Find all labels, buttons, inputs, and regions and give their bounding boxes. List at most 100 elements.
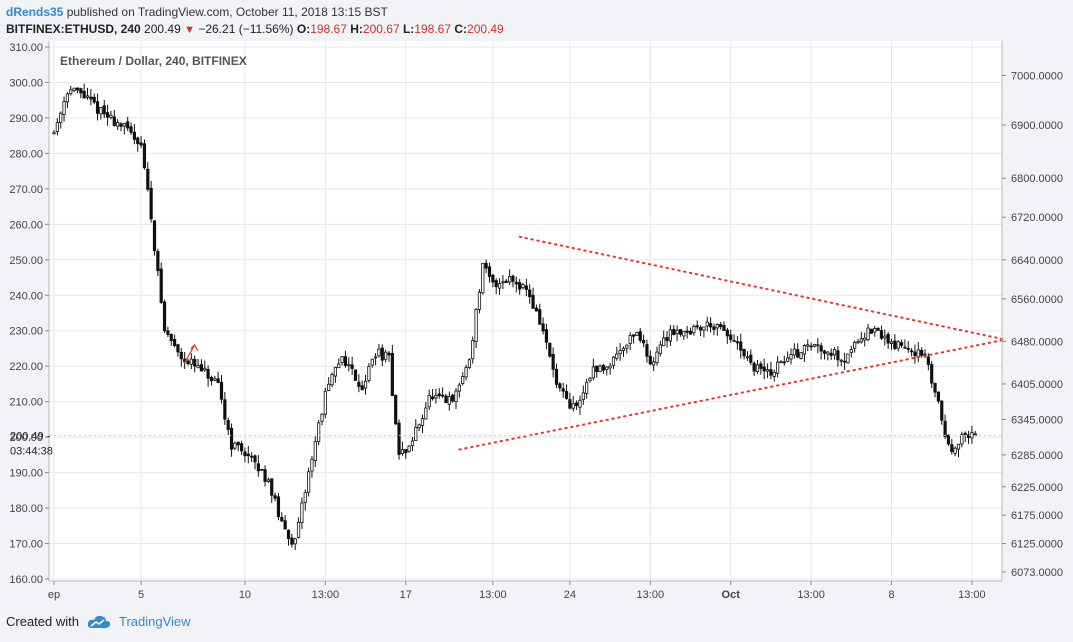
candle-body: [363, 380, 368, 389]
candle-body: [802, 344, 807, 355]
footer: Created with TradingView: [6, 614, 191, 629]
candle-body: [276, 496, 281, 518]
candle-body: [454, 390, 458, 402]
left-price-axis[interactable]: 310.00 300.00 290.00 280.00 270.00 260.00 250.…: [9, 42, 49, 586]
candle-body: [507, 276, 512, 283]
candle-body: [652, 361, 656, 366]
candle-body: [146, 168, 150, 190]
candle-body: [350, 364, 354, 369]
candle-body: [859, 338, 863, 343]
candle-body: [370, 358, 374, 366]
candle-body: [203, 367, 207, 371]
candle-body: [451, 394, 455, 402]
candle-body: [407, 445, 411, 452]
candle-body: [226, 420, 230, 430]
candle-body: [695, 325, 699, 328]
x-tick-label: 17: [400, 589, 412, 601]
candle-body: [749, 354, 753, 363]
candle-body: [786, 357, 790, 362]
candle-body: [591, 366, 595, 379]
candle-body: [219, 381, 224, 400]
tradingview-cloud-icon: [87, 615, 111, 628]
candle-body: [772, 371, 776, 377]
candle-body: [377, 348, 381, 357]
candle-body: [832, 349, 837, 356]
candle-body: [152, 220, 157, 252]
arrow-head: [190, 343, 199, 352]
candle-body: [126, 121, 130, 129]
candle-body: [89, 96, 93, 100]
candle-body: [611, 356, 616, 366]
candle-body: [323, 390, 327, 415]
candle-body: [263, 469, 267, 482]
candle-body: [605, 366, 609, 371]
candle-body: [809, 345, 813, 348]
candle-body: [239, 443, 244, 452]
candle-body: [635, 332, 639, 336]
candle-body: [672, 328, 676, 336]
candle-body: [109, 114, 113, 118]
high-value: 200.67: [362, 22, 400, 36]
y-tick-label: 300.00: [9, 77, 43, 89]
candle-body: [655, 351, 659, 364]
candle-body: [95, 101, 100, 114]
candle-body: [333, 366, 338, 377]
candle-body: [554, 368, 559, 385]
candle-body: [481, 262, 485, 294]
candle-body: [799, 352, 803, 359]
candle-body: [85, 95, 90, 98]
candle-body: [846, 353, 850, 364]
candle-body: [149, 187, 153, 220]
candle-body: [461, 376, 465, 384]
candle-body: [229, 427, 234, 450]
candle-body: [856, 341, 860, 344]
candle-body: [739, 341, 743, 351]
plot-area[interactable]: [49, 41, 1002, 581]
y-right-tick-label: 6285.0000: [1011, 450, 1063, 462]
price-chart[interactable]: 310.00 300.00 290.00 280.00 270.00 260.00 250.…: [0, 38, 1073, 606]
candle-body: [816, 344, 820, 347]
candle-body: [759, 363, 763, 369]
y-tick-label: 270.00: [9, 184, 43, 196]
time-axis[interactable]: ep 5 10 13:00 17 13:00 24 13:00 Oct 13:00 8 13:00: [48, 581, 986, 601]
candle-body: [112, 116, 116, 126]
candle-body: [879, 330, 884, 339]
x-tick-label: 5: [138, 589, 144, 601]
candle-body: [504, 280, 508, 284]
candle-body: [373, 356, 378, 359]
candle-body: [896, 341, 900, 349]
y-tick-label: 250.00: [9, 255, 43, 267]
candle-body: [863, 337, 867, 341]
candle-body: [595, 365, 599, 372]
candle-body: [82, 90, 86, 99]
symbol-label[interactable]: BITFINEX:ETHUSD, 240: [6, 22, 141, 36]
candle-body: [52, 132, 56, 135]
author-link[interactable]: dRends35: [6, 5, 64, 19]
candle-body: [893, 340, 897, 349]
candle-body: [122, 123, 126, 127]
candle-body: [792, 348, 796, 356]
candle-body: [645, 344, 649, 357]
candle-body: [471, 340, 475, 360]
candle-body: [658, 344, 662, 354]
tradingview-brand-link[interactable]: TradingView: [118, 614, 191, 629]
candle-body: [812, 344, 817, 347]
candle-body: [836, 350, 840, 361]
candle-body: [246, 453, 250, 457]
arrow-shaft: [184, 344, 196, 363]
candle-body: [360, 385, 364, 391]
candle-body: [357, 381, 361, 387]
candle-body: [732, 340, 736, 342]
candle-body: [806, 344, 810, 347]
candle-body: [397, 422, 401, 455]
y-right-tick-label: 6560.0000: [1011, 294, 1063, 306]
candle-body: [796, 349, 800, 358]
candle-body: [250, 455, 254, 458]
right-price-axis[interactable]: 7000.0000 6900.0000 6800.0000 6720.0000 6640…: [1002, 70, 1063, 579]
candle-body: [873, 328, 877, 333]
candle-body: [615, 353, 619, 359]
candle-body: [765, 369, 770, 372]
candle-body: [186, 360, 190, 365]
candle-body: [876, 327, 880, 331]
candle-body: [367, 366, 371, 381]
